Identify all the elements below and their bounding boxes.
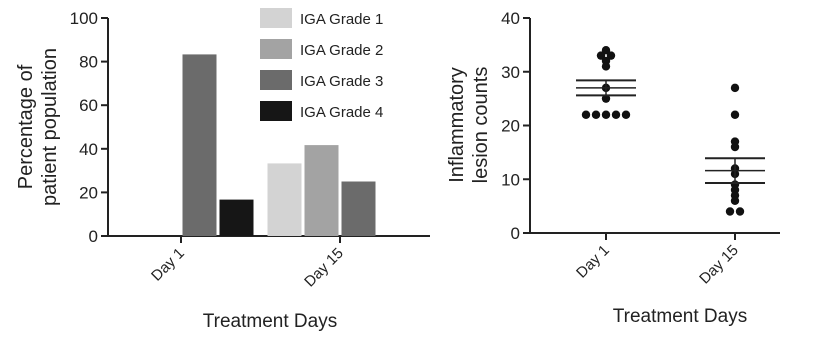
bar bbox=[220, 200, 254, 236]
bar-y-axis-title-line1: Percentage of bbox=[15, 64, 37, 189]
legend-label: IGA Grade 2 bbox=[300, 42, 383, 59]
scatter-y-axis-title-line2: lesion counts bbox=[470, 67, 492, 184]
scatter-y-tick-label: 10 bbox=[501, 170, 520, 189]
scatter-y-tick-label: 30 bbox=[501, 63, 520, 82]
scatter-y-tick-label: 40 bbox=[501, 9, 520, 28]
legend-swatch bbox=[260, 39, 292, 59]
data-point bbox=[736, 207, 744, 215]
scatter-chart: 0 10 20 30 40 Day 1 Day 15 Treatment Days Inflam… bbox=[446, 9, 780, 327]
legend-label: IGA Grade 3 bbox=[300, 73, 383, 90]
legend-swatch bbox=[260, 101, 292, 121]
legend-swatch bbox=[260, 70, 292, 90]
legend-label: IGA Grade 4 bbox=[300, 104, 383, 121]
data-point bbox=[612, 111, 620, 119]
bar-legend: IGA Grade 1 IGA Grade 2 IGA Grade 3 IGA Gra… bbox=[260, 8, 383, 121]
scatter-y-axis-title-line1: Inflammatory bbox=[446, 67, 468, 183]
bar-chart: 0 20 40 60 80 100 Day 1 Day 15 Treatment Days Per… bbox=[15, 8, 430, 332]
scatter-x-tick-label: Day 1 bbox=[573, 242, 613, 282]
data-point bbox=[582, 111, 590, 119]
bar bbox=[268, 163, 302, 236]
bar-y-tick-label: 20 bbox=[79, 183, 98, 202]
bar-x-axis-title: Treatment Days bbox=[203, 311, 337, 332]
data-point bbox=[731, 111, 739, 119]
scatter-x-axis-title: Treatment Days bbox=[613, 306, 747, 327]
legend-label: IGA Grade 1 bbox=[300, 11, 383, 28]
scatter-y-tick-label: 0 bbox=[511, 224, 520, 243]
bar-y-tick-label: 80 bbox=[79, 53, 98, 72]
bar-y-tick-label: 60 bbox=[79, 96, 98, 115]
bar bbox=[305, 145, 339, 236]
scatter-x-tick-label: Day 15 bbox=[696, 242, 742, 288]
data-point bbox=[731, 84, 739, 92]
data-point bbox=[731, 197, 739, 205]
data-point bbox=[726, 207, 734, 215]
data-point bbox=[592, 111, 600, 119]
bar bbox=[183, 54, 217, 236]
data-point bbox=[731, 143, 739, 151]
bar-y-axis-title-line2: patient population bbox=[39, 48, 61, 206]
legend-swatch bbox=[260, 8, 292, 28]
data-point bbox=[602, 62, 610, 70]
bar-y-tick-label: 0 bbox=[89, 227, 98, 246]
bar-x-tick-label: Day 15 bbox=[301, 245, 347, 291]
bar-x-tick-label: Day 1 bbox=[148, 245, 188, 285]
data-point bbox=[602, 111, 610, 119]
data-point bbox=[622, 111, 630, 119]
bar bbox=[342, 182, 376, 237]
scatter-y-tick-label: 20 bbox=[501, 117, 520, 136]
bar-y-tick-label: 100 bbox=[70, 9, 98, 28]
bar-y-tick-label: 40 bbox=[79, 140, 98, 159]
